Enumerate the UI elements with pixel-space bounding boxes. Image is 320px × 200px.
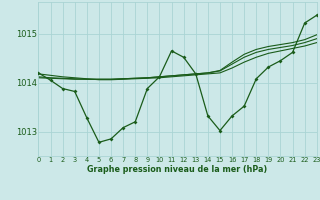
X-axis label: Graphe pression niveau de la mer (hPa): Graphe pression niveau de la mer (hPa) — [87, 165, 268, 174]
